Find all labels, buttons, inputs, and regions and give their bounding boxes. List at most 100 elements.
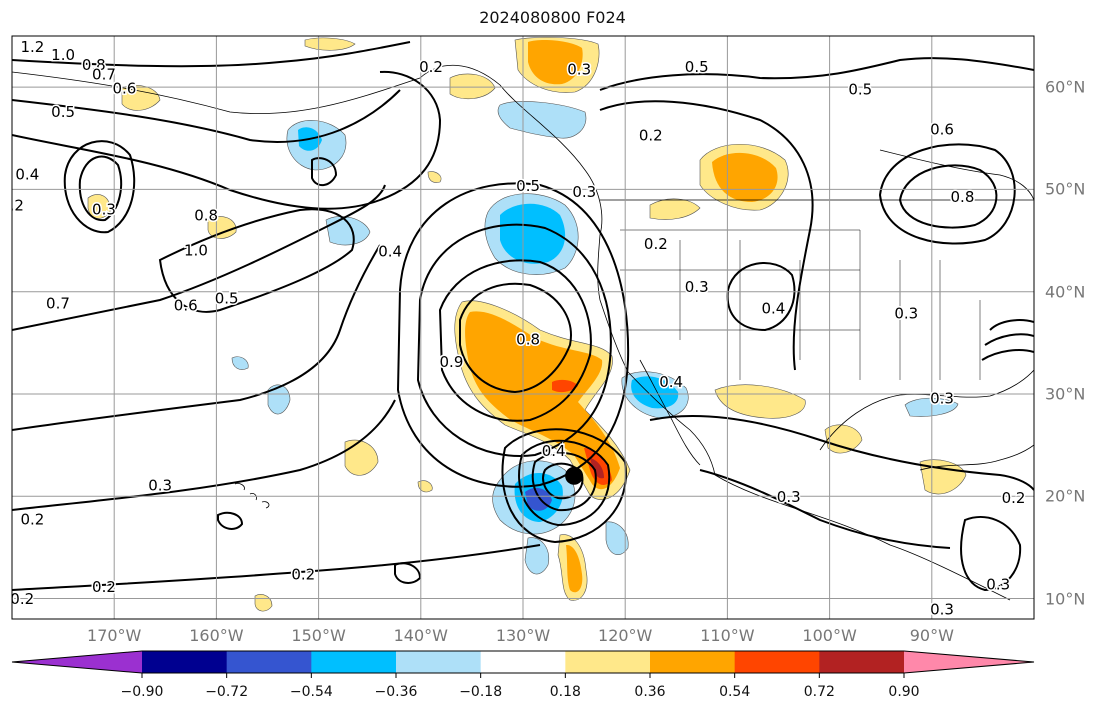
gridlines	[12, 36, 1034, 619]
contour-label: 0.7	[46, 294, 70, 312]
contour-label: 1.0	[51, 46, 75, 64]
contour-line	[898, 164, 998, 229]
contour-label: 0.8	[951, 188, 975, 206]
colorbar-tick-label: −0.18	[459, 684, 503, 700]
colorbar-tick-label: 0.90	[888, 684, 920, 700]
colorbar-segment	[565, 651, 651, 673]
coastline	[714, 474, 1011, 601]
contour-line	[12, 70, 442, 210]
colorbar-tick-label: −0.54	[289, 684, 333, 700]
contour-label: 0.3	[777, 488, 801, 506]
island	[234, 483, 270, 509]
colorbar-segment	[650, 651, 736, 673]
map-title: 2024080800 F024	[479, 8, 626, 27]
contour-labels: 1.2 1.00.80.70.60.50.2 0.3 0.50.50.60.20.5 0…	[0, 36, 1027, 619]
contour-label: 0.6	[174, 297, 198, 315]
contour-label: 0.6	[112, 80, 136, 98]
contour-label: 0.5	[516, 177, 540, 195]
shaded-field	[87, 37, 967, 612]
contour-label: 0.2	[1002, 489, 1026, 507]
latitude-tick-label: 20°N	[1045, 486, 1086, 506]
contour-label: 0.2	[21, 510, 45, 528]
positive-anomaly-region	[121, 85, 161, 111]
contour-label: 0.4	[542, 442, 566, 460]
contour-line	[501, 428, 627, 544]
contour-label: 0.2	[10, 590, 34, 608]
colorbar-extend-low	[12, 651, 142, 673]
colorbar-tick-label: 0.36	[634, 684, 666, 700]
contour-label: 0.4	[15, 166, 39, 184]
contour-line	[12, 399, 396, 511]
contour-line	[960, 516, 1022, 592]
longitude-tick-label: 110°W	[700, 626, 755, 645]
colorbar-tick-label: 0.72	[803, 684, 835, 700]
negative-anomaly-region	[497, 101, 587, 139]
contour-label: 0.3	[685, 278, 709, 296]
colorbar-tick-label: 0.54	[719, 684, 751, 700]
contour-label: 0.8	[516, 330, 540, 348]
contour-line	[518, 439, 611, 527]
contour-label: 0.7	[92, 65, 116, 83]
positive-anomaly-region	[304, 37, 356, 51]
contour-label: 0.4	[659, 373, 683, 391]
longitude-tick-label: 150°W	[291, 626, 346, 645]
contour-line	[726, 262, 796, 332]
positive-anomaly-region	[714, 384, 806, 419]
positive-anomaly-region	[344, 439, 379, 476]
contour-label: 0.3	[92, 200, 116, 218]
positive-anomaly-core	[566, 544, 583, 593]
positive-anomaly-core	[528, 40, 583, 85]
longitude-tick-label: 120°W	[598, 626, 653, 645]
contour-line	[217, 511, 244, 530]
contour-line	[531, 451, 597, 512]
contour-line	[878, 143, 1016, 245]
colorbar-segment	[734, 651, 820, 673]
latitude-tick-label: 50°N	[1045, 179, 1086, 199]
colorbar-tick-label: −0.72	[205, 684, 249, 700]
colorbar-segment	[226, 651, 312, 673]
plot-area: 1.2 1.00.80.70.60.50.2 0.3 0.50.50.60.20.5 0…	[0, 36, 1034, 619]
longitude-tick-label: 100°W	[802, 626, 857, 645]
contour-label: 0.6	[930, 121, 954, 139]
contour-label: 0.2	[92, 578, 116, 596]
latitude-tick-label: 10°N	[1045, 589, 1086, 609]
contour-line	[416, 223, 612, 457]
colorbar	[11, 650, 1035, 678]
positive-anomaly-peak	[552, 379, 578, 393]
contour-label: 0.3	[894, 305, 918, 323]
contour-label: 0.3	[930, 600, 954, 618]
contour-label: 0.2	[419, 58, 443, 76]
negative-anomaly-region	[231, 356, 249, 370]
contour-line	[12, 184, 386, 331]
contour-label: 0.8	[194, 207, 218, 225]
contour-line	[311, 157, 338, 187]
contour-line	[12, 89, 401, 143]
colorbar-segment	[480, 651, 566, 673]
coastline	[919, 444, 1034, 471]
coastline	[639, 359, 701, 466]
contour-line	[459, 282, 572, 394]
contour-label: 0.8	[82, 56, 106, 74]
contour-label: 1.2	[21, 38, 45, 56]
contour-line	[78, 155, 123, 222]
contour-line	[542, 462, 584, 500]
contour-line	[699, 469, 951, 549]
storm-center-marker	[565, 466, 584, 485]
contour-line	[12, 544, 541, 591]
contours	[12, 41, 1034, 592]
positive-anomaly-region	[427, 171, 442, 183]
contour-line	[981, 319, 1034, 361]
contour-label: 0.9	[440, 353, 464, 371]
contour-label: 0.2	[0, 196, 24, 214]
latitude-tick-label: 40°N	[1045, 282, 1086, 302]
colorbar-segment	[819, 651, 905, 673]
colorbar-segment	[396, 651, 482, 673]
longitude-tick-label: 140°W	[393, 626, 448, 645]
colorbar-segment	[311, 651, 397, 673]
contour-label: 0.5	[215, 289, 239, 307]
contour-label: 0.4	[378, 242, 402, 260]
contour-line	[394, 562, 422, 584]
contour-label: 0.3	[986, 576, 1010, 594]
contour-line	[396, 182, 630, 488]
